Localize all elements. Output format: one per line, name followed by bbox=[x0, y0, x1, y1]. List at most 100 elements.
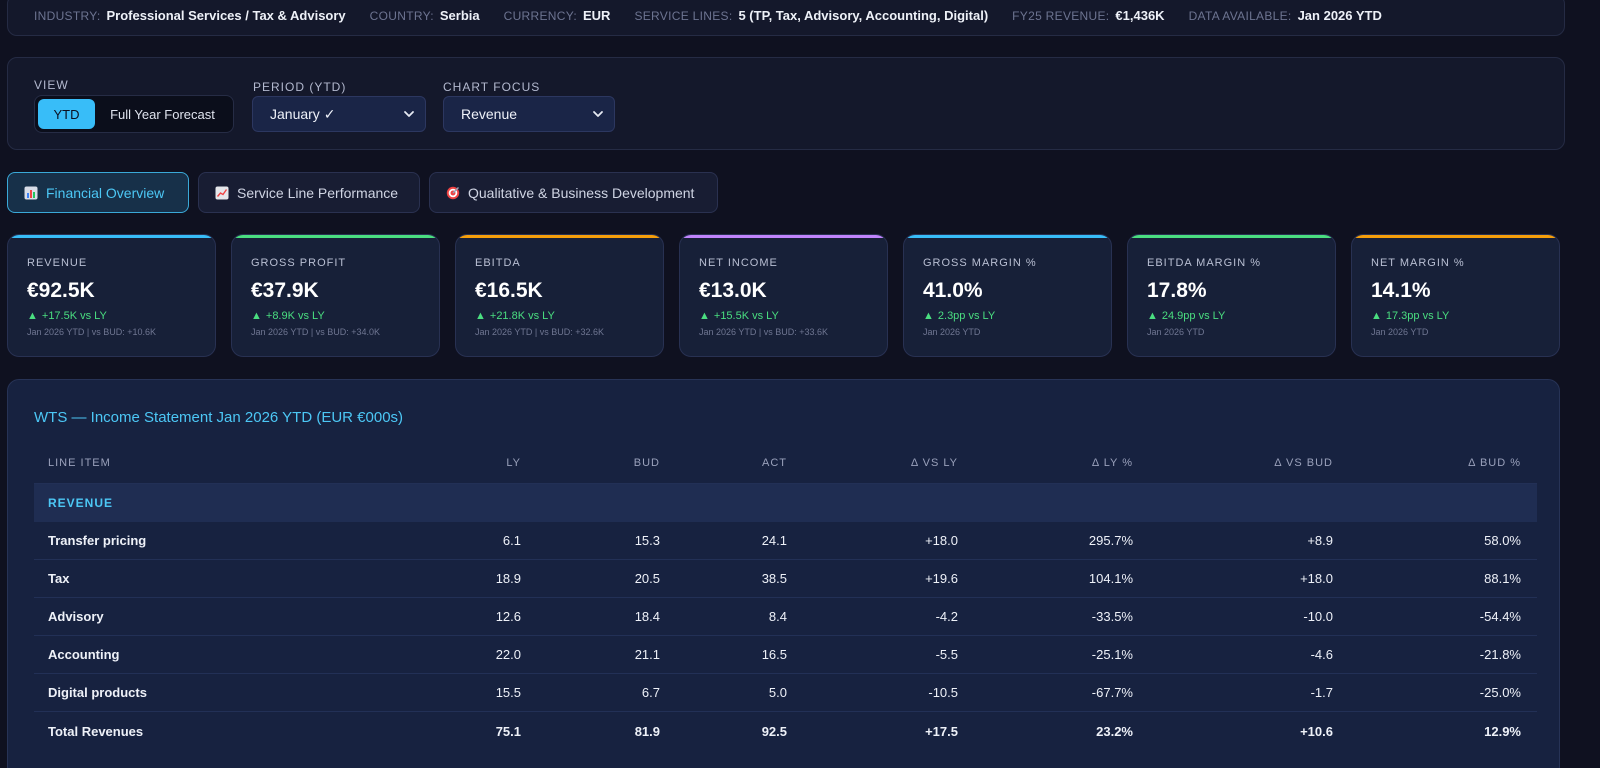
kpi-label: EBITDA MARGIN % bbox=[1147, 257, 1262, 269]
kpi-value: €13.0K bbox=[699, 279, 767, 302]
cell-delta-bud: -4.6 bbox=[1310, 647, 1333, 662]
chart-focus-select[interactable]: Revenue bbox=[443, 96, 615, 132]
kpi-subtext: Jan 2026 YTD | vs BUD: +34.0K bbox=[251, 327, 380, 337]
up-arrow-icon: ▲ bbox=[699, 310, 710, 322]
view-label: VIEW bbox=[34, 78, 69, 92]
cell-delta-bud-pct: -21.8% bbox=[1479, 647, 1521, 662]
total-row: Total Revenues 75.1 81.9 92.5 +17.5 23.2… bbox=[34, 712, 1537, 750]
up-arrow-icon: ▲ bbox=[1147, 310, 1158, 322]
cell-delta-bud-pct: -54.4% bbox=[1479, 609, 1521, 624]
kpi-label: GROSS PROFIT bbox=[251, 257, 347, 269]
cell-delta-ly: +18.0 bbox=[925, 533, 958, 548]
cell-act: 16.5 bbox=[761, 647, 787, 662]
info-key: COUNTRY: bbox=[369, 8, 434, 23]
up-arrow-icon: ▲ bbox=[27, 310, 38, 322]
cell-bud: 81.9 bbox=[634, 723, 660, 739]
cell-bud: 18.4 bbox=[634, 609, 660, 624]
table-row: Accounting 22.0 21.1 16.5 -5.5 -25.1% -4… bbox=[34, 636, 1537, 674]
chart-focus-label: CHART FOCUS bbox=[443, 80, 541, 94]
kpi-subtext: Jan 2026 YTD | vs BUD: +33.6K bbox=[699, 327, 828, 337]
income-statement-table: LINE ITEM LY BUD ACT Δ VS LY Δ LY % Δ VS… bbox=[34, 442, 1537, 750]
kpi-accent-bar bbox=[1128, 235, 1335, 238]
kpi-delta: ▲ 17.3pp vs LY bbox=[1371, 310, 1449, 322]
cell-delta-bud: -1.7 bbox=[1310, 685, 1333, 700]
info-key: CURRENCY: bbox=[503, 8, 577, 23]
kpi-label: NET INCOME bbox=[699, 257, 778, 269]
cell-delta-ly: +19.6 bbox=[925, 571, 958, 586]
cell-ly: 6.1 bbox=[502, 533, 521, 548]
tab-financial-overview[interactable]: Financial Overview bbox=[7, 172, 189, 213]
cell-bud: 21.1 bbox=[634, 647, 660, 662]
table-row: Tax 18.9 20.5 38.5 +19.6 104.1% +18.0 88… bbox=[34, 560, 1537, 598]
cell-bud: 20.5 bbox=[634, 571, 660, 586]
info-data-available: DATA AVAILABLE: Jan 2026 YTD bbox=[1189, 8, 1382, 23]
up-arrow-icon: ▲ bbox=[1371, 310, 1382, 322]
income-statement-panel: WTS — Income Statement Jan 2026 YTD (EUR… bbox=[7, 379, 1560, 768]
cell-delta-ly: -4.2 bbox=[935, 609, 958, 624]
kpi-delta: ▲ +21.8K vs LY bbox=[475, 310, 555, 322]
info-country: COUNTRY: Serbia bbox=[370, 8, 480, 23]
info-fy25-revenue: FY25 REVENUE: €1,436K bbox=[1012, 8, 1164, 23]
table-row: Advisory 12.6 18.4 8.4 -4.2 -33.5% -10.0… bbox=[34, 598, 1537, 636]
tab-qualitative-business-development[interactable]: Qualitative & Business Development bbox=[429, 172, 718, 213]
column-header: Δ LY % bbox=[1091, 456, 1133, 469]
info-value: €1,436K bbox=[1115, 7, 1165, 23]
cell-delta-bud-pct: 12.9% bbox=[1484, 723, 1521, 739]
cell-act: 8.4 bbox=[768, 609, 787, 624]
info-service-lines: SERVICE LINES: 5 (TP, Tax, Advisory, Acc… bbox=[634, 8, 988, 23]
cell-ly: 22.0 bbox=[495, 647, 521, 662]
column-header: BUD bbox=[633, 456, 660, 469]
info-key: DATA AVAILABLE: bbox=[1188, 8, 1292, 23]
view-toggle: YTD Full Year Forecast bbox=[34, 95, 234, 133]
kpi-value: €37.9K bbox=[251, 279, 319, 302]
cell-ly: 75.1 bbox=[495, 723, 521, 739]
kpi-delta-text: +17.5K vs LY bbox=[41, 310, 107, 322]
cell-act: 92.5 bbox=[761, 723, 787, 739]
kpi-value: €16.5K bbox=[475, 279, 543, 302]
cell-delta-ly: -10.5 bbox=[928, 685, 958, 700]
kpi-card-net-margin: NET MARGIN % 14.1% ▲ 17.3pp vs LY Jan 202… bbox=[1351, 234, 1560, 357]
kpi-value: 14.1% bbox=[1371, 279, 1431, 302]
cell-delta-ly-pct: 23.2% bbox=[1096, 723, 1133, 739]
kpi-card-net-income: NET INCOME €13.0K ▲ +15.5K vs LY Jan 2026… bbox=[679, 234, 888, 357]
cell-act: 5.0 bbox=[768, 685, 787, 700]
column-header: ACT bbox=[762, 456, 787, 469]
trend-chart-icon bbox=[215, 186, 229, 199]
column-header: LY bbox=[506, 456, 521, 469]
tab-label: Service Line Performance bbox=[237, 184, 399, 201]
tab-label: Financial Overview bbox=[46, 184, 165, 201]
cell-delta-ly: +17.5 bbox=[925, 723, 958, 739]
tab-service-line-performance[interactable]: Service Line Performance bbox=[198, 172, 420, 213]
kpi-label: GROSS MARGIN % bbox=[923, 257, 1037, 269]
info-industry: INDUSTRY: Professional Services / Tax & … bbox=[34, 8, 346, 23]
kpi-delta-text: 17.3pp vs LY bbox=[1385, 310, 1450, 322]
period-select[interactable]: January ✓ bbox=[252, 96, 426, 132]
cell-delta-bud-pct: 58.0% bbox=[1484, 533, 1521, 548]
info-currency: CURRENCY: EUR bbox=[504, 8, 611, 23]
kpi-value: €92.5K bbox=[27, 279, 95, 302]
column-header: LINE ITEM bbox=[48, 456, 111, 469]
cell-delta-ly-pct: 295.7% bbox=[1088, 533, 1133, 548]
view-ytd-button[interactable]: YTD bbox=[38, 99, 95, 129]
kpi-delta-text: +21.8K vs LY bbox=[489, 310, 555, 322]
section-label: REVENUE bbox=[48, 496, 114, 510]
kpi-delta: ▲ +15.5K vs LY bbox=[699, 310, 779, 322]
target-icon bbox=[446, 186, 460, 199]
line-item: Accounting bbox=[48, 647, 120, 662]
kpi-subtext: Jan 2026 YTD bbox=[923, 327, 981, 337]
kpi-delta: ▲ +17.5K vs LY bbox=[27, 310, 107, 322]
line-item: Tax bbox=[48, 571, 70, 586]
cell-delta-bud: +8.9 bbox=[1307, 533, 1333, 548]
cell-delta-bud: +10.6 bbox=[1300, 723, 1333, 739]
section-row-revenue: REVENUE bbox=[34, 484, 1537, 522]
company-info-bar: INDUSTRY: Professional Services / Tax & … bbox=[7, 0, 1565, 36]
kpi-accent-bar bbox=[232, 235, 439, 238]
cell-delta-bud: -10.0 bbox=[1303, 609, 1333, 624]
cell-delta-bud-pct: 88.1% bbox=[1484, 571, 1521, 586]
table-row: Transfer pricing 6.1 15.3 24.1 +18.0 295… bbox=[34, 522, 1537, 560]
cell-delta-ly-pct: -25.1% bbox=[1091, 647, 1133, 662]
kpi-card-gross-margin: GROSS MARGIN % 41.0% ▲ 2.3pp vs LY Jan 20… bbox=[903, 234, 1112, 357]
info-value: Professional Services / Tax & Advisory bbox=[106, 7, 346, 23]
cell-bud: 6.7 bbox=[641, 685, 660, 700]
view-full-year-forecast-button[interactable]: Full Year Forecast bbox=[110, 106, 215, 122]
